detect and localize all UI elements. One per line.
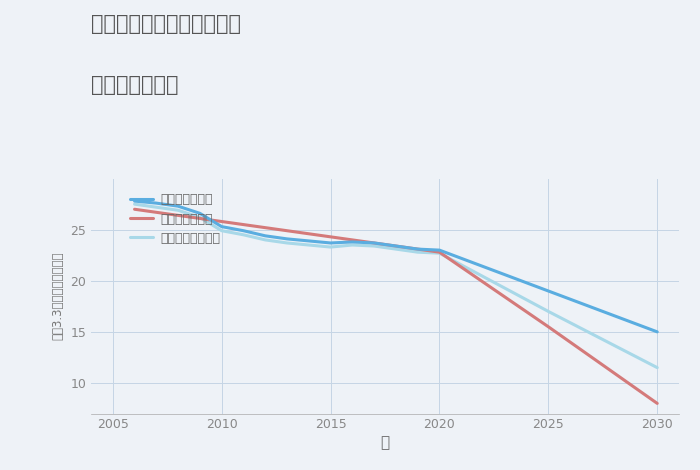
バッドシナリオ [435,250,444,255]
グッドシナリオ [174,204,182,209]
バッドシナリオ [544,324,552,329]
グッドシナリオ [414,246,422,252]
グッドシナリオ [392,243,400,249]
ノーマルシナリオ [261,237,270,243]
グッドシナリオ [326,240,335,246]
グッドシナリオ [304,238,313,244]
グッドシナリオ [348,239,356,245]
グッドシナリオ [196,211,204,216]
Line: ノーマルシナリオ: ノーマルシナリオ [134,204,657,368]
X-axis label: 年: 年 [380,436,390,451]
ノーマルシナリオ [130,201,139,207]
バッドシナリオ [653,400,662,406]
ノーマルシナリオ [544,309,552,314]
グッドシナリオ [653,329,662,335]
ノーマルシナリオ [196,215,204,220]
グッドシナリオ [544,288,552,294]
Text: 土地の価格推移: 土地の価格推移 [91,75,178,95]
ノーマルシナリオ [348,242,356,248]
ノーマルシナリオ [653,365,662,370]
ノーマルシナリオ [392,246,400,252]
ノーマルシナリオ [174,207,182,213]
ノーマルシナリオ [370,243,378,249]
ノーマルシナリオ [304,242,313,248]
グッドシナリオ [261,233,270,239]
グッドシナリオ [283,236,291,242]
グッドシナリオ [130,198,139,204]
グッドシナリオ [152,200,160,206]
ノーマルシナリオ [414,250,422,255]
グッドシナリオ [239,228,248,234]
Line: グッドシナリオ: グッドシナリオ [134,201,657,332]
ノーマルシナリオ [239,232,248,238]
Text: 奈良県磯城郡川西町梅戸の: 奈良県磯城郡川西町梅戸の [91,14,241,34]
Y-axis label: 坪（3.3㎡）単価（万円）: 坪（3.3㎡）単価（万円） [52,252,64,340]
ノーマルシナリオ [435,251,444,256]
ノーマルシナリオ [326,244,335,250]
ノーマルシナリオ [152,204,160,210]
グッドシナリオ [370,240,378,246]
グッドシナリオ [435,247,444,253]
ノーマルシナリオ [283,240,291,246]
ノーマルシナリオ [218,228,226,234]
Line: バッドシナリオ: バッドシナリオ [134,209,657,403]
Legend: グッドシナリオ, バッドシナリオ, ノーマルシナリオ: グッドシナリオ, バッドシナリオ, ノーマルシナリオ [127,189,224,249]
バッドシナリオ [130,206,139,212]
グッドシナリオ [218,224,226,229]
